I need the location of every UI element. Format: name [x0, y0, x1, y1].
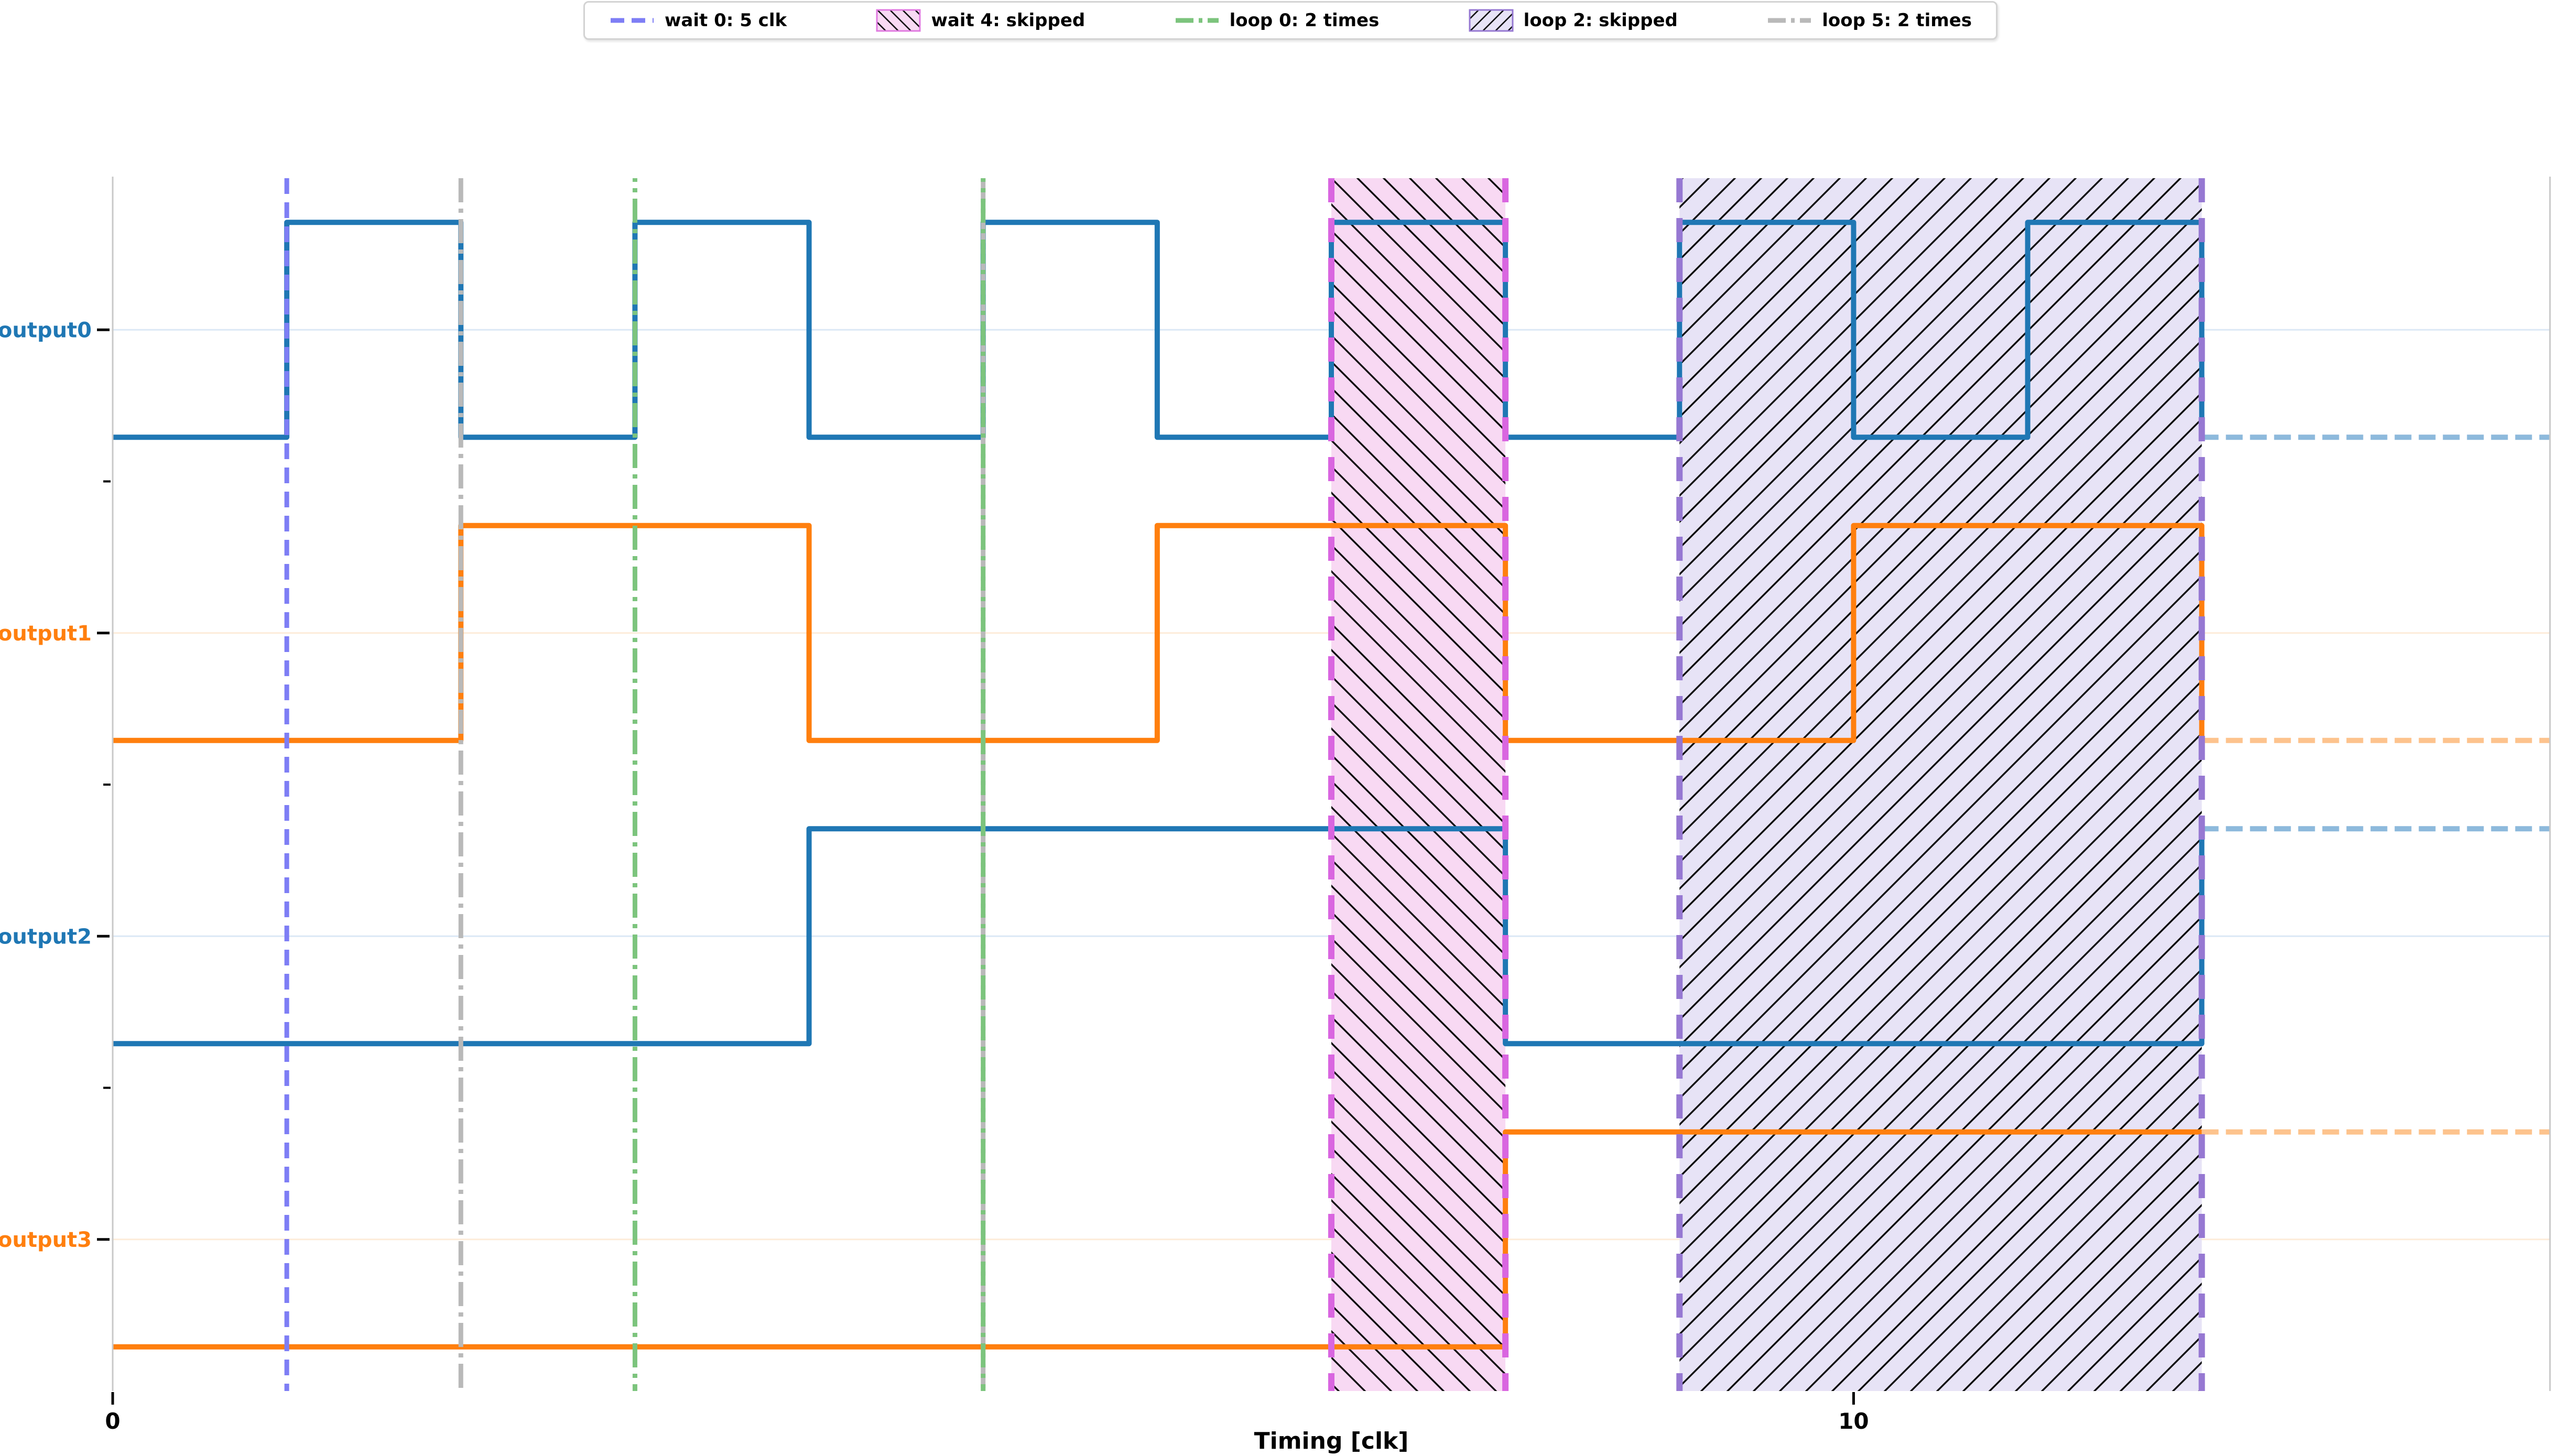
legend-item-loop2: loop 2: skipped: [1468, 8, 1678, 33]
region-hatch-loop-2-skipped: [1679, 178, 2202, 1391]
legend-item-loop0: loop 0: 2 times: [1174, 8, 1380, 33]
wait-skipped-patch-icon-hatch: [877, 10, 920, 31]
legend-item-loop5: loop 5: 2 times: [1766, 8, 1972, 33]
legend-item-wait4: wait 4: skipped: [875, 8, 1085, 33]
x-axis-label: Timing [clk]: [1254, 1428, 1409, 1454]
wait-skipped-patch-icon-border: [876, 9, 921, 32]
legend-label: loop 2: skipped: [1523, 10, 1678, 31]
wait-skipped-patch-icon: [876, 9, 921, 32]
y-label-output2: output2: [0, 925, 92, 949]
x-tick-label-10: 10: [1838, 1408, 1869, 1434]
loop5-dashdot-line-icon: [1768, 18, 1811, 23]
legend-label: loop 5: 2 times: [1822, 10, 1972, 31]
y-label-output3: output3: [0, 1228, 92, 1252]
y-label-output1: output1: [0, 622, 92, 646]
legend: wait 0: 5 clk wait 4: skipped loop 0: 2 …: [583, 1, 1998, 40]
wait-dashed-line-icon: [611, 18, 654, 23]
legend-label: wait 0: 5 clk: [665, 10, 787, 31]
y-label-output0: output0: [0, 318, 92, 342]
legend-item-wait0: wait 0: 5 clk: [609, 8, 787, 33]
loop0-dashdot-line-icon: [1175, 18, 1219, 23]
legend-label: wait 4: skipped: [931, 10, 1085, 31]
loop2-skipped-patch-icon-border: [1469, 9, 1514, 32]
region-hatch-wait-4-skipped: [1331, 178, 1506, 1391]
legend-label: loop 0: 2 times: [1229, 10, 1380, 31]
loop2-skipped-patch-icon: [1469, 9, 1514, 32]
x-tick-label-0: 0: [105, 1408, 120, 1434]
waveform-output3: [113, 1129, 2202, 1350]
loop2-skipped-patch-icon-hatch: [1469, 10, 1513, 31]
